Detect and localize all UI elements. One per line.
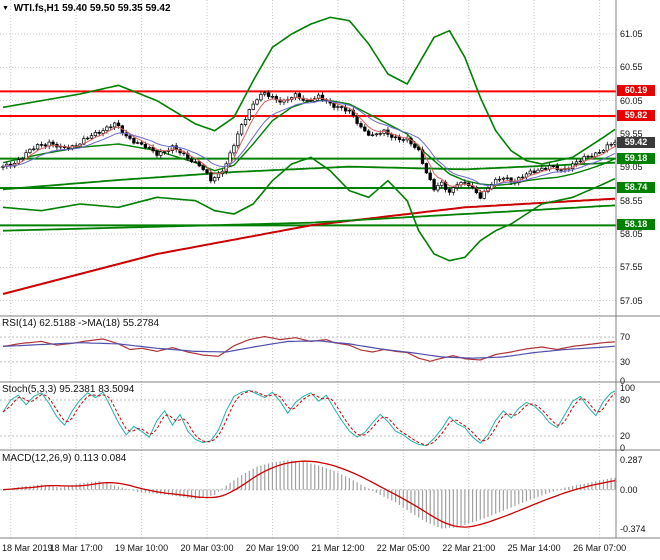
time-axis-label: 22 Mar 05:00 <box>376 543 430 553</box>
rsi-ma-value: 55.2784 <box>122 318 160 329</box>
bollinger-bands <box>2 16 616 262</box>
stoch-name: Stoch(5,3,3) <box>2 384 57 395</box>
macd-panel <box>0 460 616 529</box>
time-axis-label: 26 Mar 07:00 <box>573 543 627 553</box>
time-axis-label: 21 Mar 12:00 <box>311 543 365 553</box>
ma-long-red <box>2 197 616 295</box>
time-axis-label: 25 Mar 14:00 <box>507 543 561 553</box>
current-price-badge: 59.42 <box>617 136 655 148</box>
rsi-axis-label: 0 <box>620 375 626 386</box>
macd-axis-label: -0.374 <box>620 523 646 534</box>
price-axis-label: 60.55 <box>620 62 643 73</box>
panel-separators <box>0 0 660 539</box>
rsi-axis-label: 30 <box>620 356 631 367</box>
time-axis-label: 20 Mar 03:00 <box>180 543 234 553</box>
bb-upper <box>2 16 616 165</box>
ma-fast-blue <box>2 100 616 187</box>
ohlc-close-value: 59.42 <box>145 3 171 14</box>
macd-axis-label: 0.00 <box>620 484 638 495</box>
rsi-panel <box>0 335 616 363</box>
level-price-badge[interactable]: 59.18 <box>617 152 655 164</box>
symbol-timeframe-label: WTI.fs,H1 <box>13 3 60 14</box>
price-axis-label: 57.05 <box>620 295 643 306</box>
price-axis-label: 61.05 <box>620 29 643 39</box>
ohlc-high-value: 59.50 <box>89 3 115 14</box>
time-axis-label: 18 Mar 2019 <box>2 543 53 553</box>
stochastic-panel <box>0 389 616 447</box>
bb-middle <box>2 99 616 187</box>
level-price-badge[interactable]: 60.19 <box>617 85 655 97</box>
ohlc-open-value: 59.40 <box>62 3 88 14</box>
macd-signal-line <box>2 460 616 528</box>
price-axis-label: 58.05 <box>620 229 643 239</box>
price-axis-label: 58.55 <box>620 195 643 206</box>
ma-fast-red <box>2 96 616 193</box>
rsi-ma-line <box>2 340 616 359</box>
stoch-signal-value: 83.5094 <box>98 384 135 395</box>
stoch-main-line <box>2 389 616 447</box>
macd-value: 0.113 <box>74 453 99 464</box>
rsi-line <box>2 335 616 362</box>
stoch-axis-label: 100 <box>620 383 636 393</box>
moving-averages <box>2 161 616 295</box>
rsi-axis-label: 70 <box>620 332 631 343</box>
symbol-dropdown-icon[interactable]: ▼ <box>2 5 9 12</box>
stoch-axis-label: 0 <box>620 443 626 453</box>
level-price-badge[interactable]: 59.82 <box>617 110 655 121</box>
price-axis-label: 59.05 <box>620 162 643 173</box>
time-axis-label: 22 Mar 21:00 <box>442 543 496 553</box>
macd-name: MACD(12,26,9) <box>2 453 72 464</box>
stoch-value: 95.2381 <box>59 384 96 395</box>
time-axis-label: 20 Mar 19:00 <box>245 543 299 553</box>
time-axis-label: 18 Mar 17:00 <box>49 543 103 553</box>
macd-axis-label: 0.287 <box>620 454 643 465</box>
macd-signal-value: 0.084 <box>101 453 127 464</box>
ma-long-green-a <box>2 161 616 191</box>
stochastic-indicator-label: Stoch(5,3,3) 95.2381 83.5094 <box>2 384 134 395</box>
ma-long-green-b <box>2 204 616 232</box>
price-axis-label: 60.05 <box>620 95 643 106</box>
ohlc-low-value: 59.35 <box>117 3 143 14</box>
rsi-ma-name: ->MA(18) <box>78 318 121 329</box>
rsi-indicator-label: RSI(14) 62.5188 ->MA(18) 55.2784 <box>2 318 159 329</box>
price-axis-label: 59.55 <box>620 129 643 139</box>
candlesticks <box>1 90 617 200</box>
rsi-value: 62.5188 <box>39 318 76 329</box>
price-axis-label: 57.55 <box>620 262 643 273</box>
time-axis-label: 19 Mar 10:00 <box>115 543 169 553</box>
stoch-axis-label: 80 <box>620 395 631 405</box>
stoch-signal-line <box>2 390 616 446</box>
stoch-axis-label: 20 <box>620 431 631 441</box>
macd-indicator-label: MACD(12,26,9) 0.113 0.084 <box>2 453 126 464</box>
level-price-badge[interactable]: 58.18 <box>617 219 655 231</box>
level-price-badge[interactable]: 58.74 <box>617 182 655 193</box>
fast-moving-averages <box>2 96 616 193</box>
bb-lower <box>2 156 616 262</box>
rsi-name: RSI(14) <box>2 318 37 329</box>
chart-header: ▼ WTI.fs,H1 59.40 59.50 59.35 59.42 <box>2 3 171 14</box>
